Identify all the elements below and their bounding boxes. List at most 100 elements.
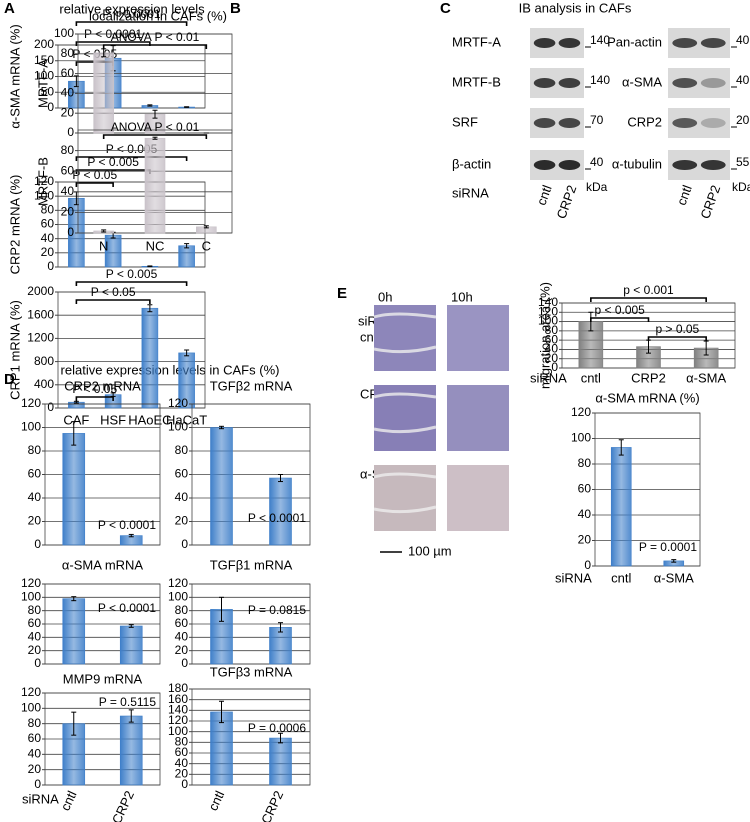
y-tick-label: 0	[67, 125, 74, 139]
blot-band	[700, 160, 726, 170]
micrograph	[373, 465, 437, 531]
y-tick-label: 80	[41, 203, 55, 217]
panel-letter: A	[4, 0, 15, 17]
image	[447, 465, 509, 531]
blot-band	[533, 160, 556, 170]
y-tick-label: 40	[28, 747, 42, 761]
y-tick-label: 80	[61, 143, 75, 157]
x-tick-label: α-SMA	[686, 370, 726, 385]
protein-label: MRTF-A	[452, 34, 501, 49]
lane-label: cntl	[534, 183, 555, 207]
heading: relative expression levels in CAFs (%)	[61, 362, 280, 377]
plot-frame	[44, 692, 161, 786]
scratch-edge	[373, 472, 437, 479]
annotation: ANOVA P < 0.01	[111, 30, 200, 44]
chart: 0 20 40 60 80 100 120 CRP2 mRNA P < 0.0001	[21, 378, 161, 551]
x-tick-label: cntl	[205, 788, 227, 813]
y-tick-label: 120	[168, 396, 188, 410]
annotation: P < 0.0001	[102, 7, 160, 21]
y-tick-label: 60	[28, 467, 42, 481]
y-tick-label: 60	[175, 745, 189, 759]
blot: MRTF-A 140	[452, 28, 610, 58]
x-tick-label: CRP2	[258, 788, 286, 822]
y-tick-label: 20	[175, 767, 189, 781]
scratch-edge	[373, 312, 437, 319]
error-bar	[71, 711, 77, 736]
blot: Pan-actin 40	[607, 28, 750, 58]
blot-band	[672, 38, 698, 48]
error-bar	[147, 304, 153, 313]
error-bar	[278, 474, 283, 483]
chart-title: TGFβ2 mRNA	[210, 378, 293, 393]
x-tick-label: cntl	[611, 570, 631, 585]
bar	[269, 737, 292, 786]
y-axis-label: CRP2 mRNA (%)	[7, 175, 22, 275]
blot-band	[558, 78, 581, 88]
y-tick-label: 100	[538, 314, 558, 328]
error-bar	[128, 624, 134, 628]
protein-label: SRF	[452, 114, 478, 129]
annotation: P < 0.05	[72, 168, 117, 182]
y-tick-label: 0	[181, 656, 188, 670]
x-tick-label: C	[202, 238, 211, 253]
error-bar	[278, 622, 283, 633]
scale-label: 100 µm	[408, 543, 452, 558]
error-bar	[203, 225, 209, 229]
y-tick-label: 120	[168, 576, 188, 590]
y-tick-label: 80	[28, 603, 42, 617]
y-tick-label: 100	[21, 590, 41, 604]
error-bar	[219, 700, 224, 724]
error-bar	[71, 596, 77, 602]
error-bar	[278, 732, 283, 744]
blot-band	[672, 78, 698, 88]
significance-bracket	[102, 44, 208, 49]
error-bar	[219, 596, 224, 622]
y-tick-label: 1200	[27, 331, 54, 345]
y-tick-label: 120	[21, 685, 41, 699]
error-bar	[184, 243, 190, 249]
y-tick-label: 800	[34, 354, 54, 368]
significance-bracket	[75, 182, 114, 187]
bar	[62, 433, 86, 546]
y-tick-label: 0	[551, 360, 558, 374]
protein-label: CRP2	[627, 114, 662, 129]
blot-band	[558, 38, 581, 48]
error-bar	[152, 109, 158, 119]
y-tick-label: 120	[168, 713, 188, 727]
scratch-edge	[373, 392, 437, 399]
y-tick-label: 120	[21, 396, 41, 410]
y-tick-label: 60	[41, 217, 55, 231]
annotation: P < 0.005	[106, 142, 158, 156]
scratch-edge	[373, 425, 437, 434]
chart: 0 400 800 1200 1600 2000 CRP1 mRNA (%) CAF HSF HA…	[7, 267, 207, 427]
lane-label: CRP2	[554, 183, 580, 221]
y-tick-label: 100	[571, 431, 591, 445]
panel-letter: B	[230, 0, 241, 17]
y-tick-label: 140	[168, 703, 188, 717]
y-tick-label: 0	[34, 777, 41, 791]
blot-band	[700, 118, 726, 128]
plot-frame	[191, 583, 311, 665]
y-tick-label: 2000	[27, 284, 54, 298]
significance-bracket	[102, 134, 208, 139]
error-bar	[671, 559, 677, 563]
plot-frame	[44, 583, 161, 665]
y-tick-label: 100	[168, 420, 188, 434]
plot-frame	[191, 688, 311, 786]
x-tick-label: cntl	[57, 788, 79, 813]
blot-band	[533, 118, 556, 128]
bar	[178, 245, 195, 268]
y-tick-label: 120	[571, 405, 591, 419]
bar	[269, 627, 292, 665]
x-tick-label: cntl	[581, 370, 601, 385]
error-bar	[73, 400, 79, 404]
y-tick-label: 0	[67, 225, 74, 239]
y-tick-label: 20	[28, 514, 42, 528]
error-bar	[703, 340, 709, 356]
y-tick-label: 180	[168, 681, 188, 695]
y-tick-label: 80	[175, 603, 189, 617]
protein-label: α-SMA	[622, 74, 662, 89]
micrograph	[373, 385, 437, 451]
